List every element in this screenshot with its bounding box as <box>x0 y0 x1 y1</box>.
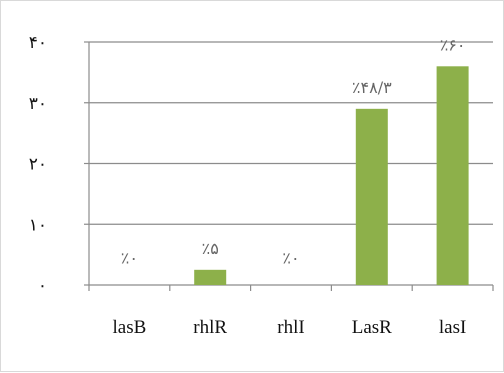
y-tick-label: ۰ <box>38 276 47 296</box>
data-label-lasB: ٪۰ <box>121 249 138 268</box>
category-label-LasR: LasR <box>352 317 392 338</box>
category-label-lasB: lasB <box>113 317 147 338</box>
y-tick-label: ۳۰ <box>29 94 47 114</box>
category-label-rhlI: rhlI <box>277 317 304 338</box>
y-tick-label: ۴۰ <box>29 33 47 53</box>
data-label-lasI: ٪۶۰ <box>440 35 466 54</box>
gridlines <box>84 41 494 291</box>
y-tick-label: ۲۰ <box>29 155 47 175</box>
bars <box>194 66 469 285</box>
data-label-rhlI: ٪۰ <box>282 249 299 268</box>
bar-rhlR <box>194 269 227 285</box>
bar-LasR <box>355 108 388 285</box>
data-labels: ٪۰ ٪۵ ٪۰ ٪۴۸/۳ ٪۶۰ <box>121 35 466 267</box>
y-axis-ticks: ۰ ۱۰ ۲۰ ۳۰ ۴۰ <box>29 33 47 296</box>
data-label-LasR: ٪۴۸/۳ <box>352 78 392 97</box>
bar-lasI <box>436 66 469 285</box>
category-label-rhlR: rhlR <box>193 317 227 338</box>
category-labels: lasB rhlR rhlI LasR lasI <box>113 317 467 338</box>
data-label-rhlR: ٪۵ <box>202 239 219 258</box>
y-tick-label: ۱۰ <box>29 215 47 235</box>
category-label-lasI: lasI <box>439 317 466 338</box>
